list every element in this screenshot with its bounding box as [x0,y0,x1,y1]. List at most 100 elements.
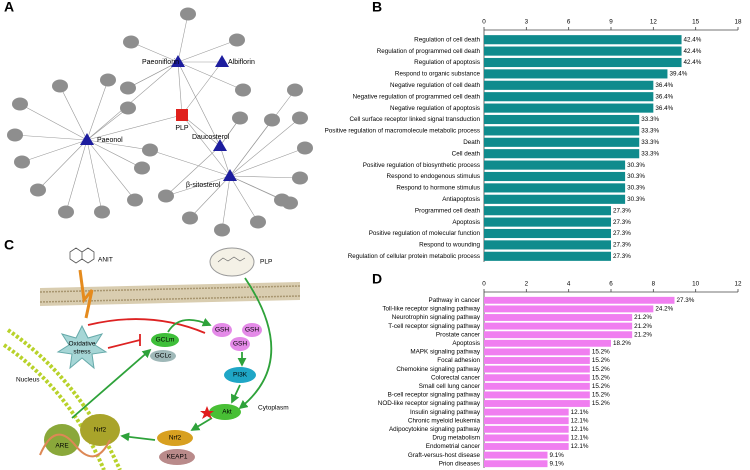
edge [229,147,306,177]
edge [229,117,301,177]
bar [484,69,668,79]
value-label: 33.3% [641,150,659,157]
edge [177,61,244,91]
value-label: 33.3% [641,139,659,146]
pathway-label: Cytoplasm [258,405,289,412]
dna [39,433,111,458]
bar [484,348,590,356]
x-tick-label: 2 [525,281,529,288]
nuclear-membrane [2,343,106,470]
pathway-label: Oxidative [68,341,95,348]
bar-chart: 0 3 6 9 12 15 18 Regulation of cell death 42.4% R… [325,19,742,262]
bar [484,365,590,373]
value-label: 36.4% [655,105,673,112]
value-label: 27.3% [677,297,695,304]
bar [484,171,626,182]
pi3k [224,367,256,383]
target-node [292,171,308,185]
value-label: 36.4% [655,82,673,89]
value-label: 30.3% [627,185,645,192]
x-tick-label: 0 [482,19,486,26]
node-label: Daucosterol [192,134,230,141]
pathway-label: GCLm [156,337,175,344]
x-tick-label: 3 [525,19,529,26]
target-node [292,111,308,125]
x-tick-label: 0 [482,281,486,288]
x-tick-label: 10 [692,281,700,288]
bar [484,391,590,399]
y-tick-label: B-cell receptor signaling pathway [388,392,481,399]
bar [484,57,682,68]
y-tick-label: Chronic myeloid leukemia [408,417,481,424]
target-node [94,205,110,219]
target-node [30,183,46,197]
value-label: 36.4% [655,93,673,100]
target-node [232,111,248,125]
target-node [120,101,136,115]
edge [229,175,259,223]
bar [484,46,682,56]
pathway-label: GSH [215,327,229,334]
edge [229,119,273,177]
plp-molecule [217,256,246,263]
x-tick-label: 4 [567,281,571,288]
pathway-label: Nucleus [16,377,40,384]
node-label: Paeonol [97,137,123,144]
target-node [287,83,303,97]
target-node [274,193,290,207]
x-tick-label: 6 [609,281,613,288]
x-tick-label: 9 [609,19,613,26]
value-label: 15.2% [592,383,610,390]
y-tick-label: Chemokine signaling pathway [396,366,481,373]
y-tick-label: Colorectal cancer [431,374,480,381]
value-label: 15.2% [592,366,610,373]
gsh [212,323,232,337]
bar [484,251,611,261]
target-node [235,83,251,97]
target-node [52,79,68,93]
value-label: 42.4% [684,36,702,43]
node-label: PLP [175,125,189,132]
formula-node [176,109,188,121]
edge [86,61,179,141]
compound-node [171,55,185,67]
bar [484,451,548,459]
pathway-label: stress [73,349,91,356]
value-label: 15.2% [592,374,610,381]
value-label: 12.1% [571,417,589,424]
target-node [12,97,28,111]
value-label: 15.2% [592,392,610,399]
nrf2-nuclear [80,414,120,446]
y-tick-label: Small cell lung cancer [419,383,480,390]
y-tick-label: Programmed cell death [415,207,481,214]
nrf2 [157,430,193,446]
target-node [214,223,230,237]
y-tick-label: Positive regulation of macromolecule met… [325,128,480,135]
pathway-label: ANIT [98,257,113,264]
value-label: 42.4% [684,48,702,55]
edge [181,114,221,147]
x-tick-label: 18 [734,19,742,26]
nuclear-membrane [6,328,122,470]
y-tick-label: Prion diseases [439,460,480,467]
x-tick-label: 8 [652,281,656,288]
value-label: 24.2% [655,306,673,313]
value-label: 30.3% [627,173,645,180]
compound-node [213,139,227,151]
value-label: 21.2% [634,323,652,330]
pathway-label: ARE [55,443,69,450]
y-tick-label: Regulation of programmed cell death [377,48,481,55]
target-node [14,155,30,169]
compound-node [223,169,237,181]
edge [177,61,221,147]
y-tick-label: Insulin signaling pathway [410,409,481,416]
value-label: 15.2% [592,357,610,364]
y-tick-label: Apoptosis [452,340,480,347]
edge [86,114,183,141]
value-label: 39.4% [669,71,687,78]
pathway-label: GSH [245,327,259,334]
activate-arrow [120,432,156,442]
panel-label: A [4,0,14,15]
target-node [158,189,174,203]
